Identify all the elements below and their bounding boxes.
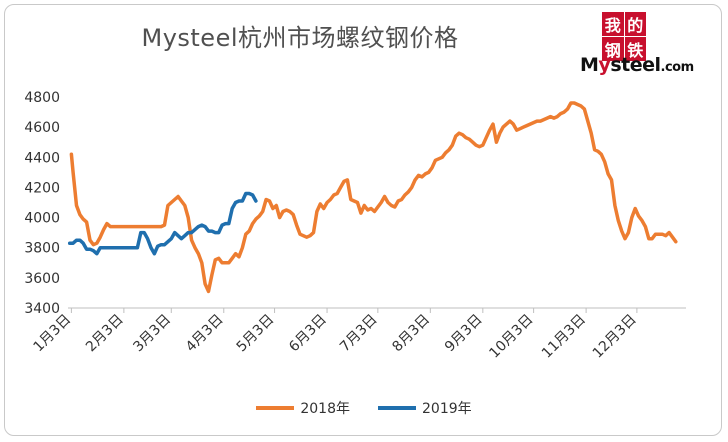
y-tick-label: 4400 [24,150,60,166]
y-tick-label: 4200 [24,180,60,196]
x-tick-label: 2月3日 [83,312,127,356]
chart-legend: 2018年 2019年 [0,398,728,418]
logo-char: 的 [624,12,646,36]
legend-swatch-2019 [378,406,416,410]
y-tick-label: 4800 [24,90,60,106]
x-tick-label: 12月3日 [590,312,640,362]
x-tick-label: 5月3日 [234,312,278,356]
legend-label-2018: 2018年 [300,401,350,417]
legend-item-2018: 2018年 [256,398,350,418]
x-tick-label: 10月3日 [486,312,536,362]
logo-char: 我 [602,12,624,36]
series-line-2019 [67,191,258,256]
y-tick-label: 3400 [24,301,60,317]
x-tick-label: 8月3日 [389,312,433,356]
y-tick-label: 4600 [24,120,60,136]
x-tick-label: 6月3日 [286,312,330,356]
y-tick-label: 4000 [24,211,60,227]
logo-char: 钢 [602,37,624,61]
mysteel-logo: 我 的 钢 铁 Mysteel.com [580,12,712,82]
series-line-2018 [69,101,678,294]
legend-label-2019: 2019年 [422,401,472,417]
x-tick-label: 7月3日 [337,312,381,356]
x-tick-label: 9月3日 [442,312,486,356]
x-tick-label: 11月3日 [539,312,589,362]
y-tick-label: 3600 [24,271,60,287]
logo-wordmark: Mysteel.com [580,54,694,76]
chart-frame [4,4,722,436]
chart-title: Mysteel杭州市场螺纹钢价格 [141,24,459,52]
legend-swatch-2018 [256,406,295,410]
x-tick-label: 3月3日 [130,312,174,356]
y-tick-label: 3800 [24,241,60,257]
logo-badge: 我 的 钢 铁 [602,12,646,61]
x-tick-label: 4月3日 [183,312,227,356]
logo-char: 铁 [624,37,646,61]
x-tick-label: 1月3日 [30,312,74,356]
legend-item-2019: 2019年 [378,398,472,418]
